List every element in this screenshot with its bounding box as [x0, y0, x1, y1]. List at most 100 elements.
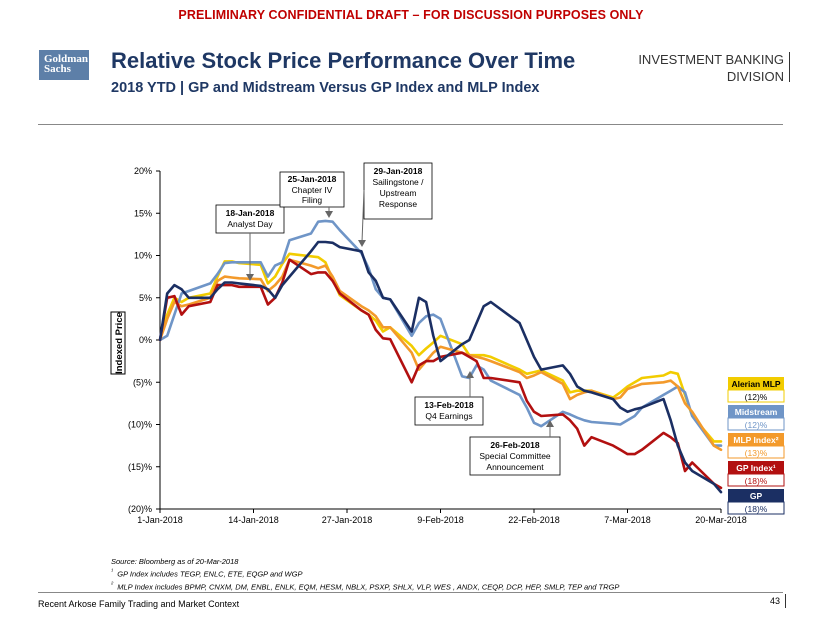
- series-line-gp: [158, 240, 723, 494]
- y-axis-title-group: Indexed Price: [110, 311, 126, 375]
- annotation-text: Announcement: [486, 462, 544, 472]
- division-divider: [789, 52, 790, 82]
- legend-alerian-swatch: [728, 377, 784, 390]
- annotation-text: Upstream: [380, 188, 417, 198]
- annotation-text: Chapter IV: [292, 185, 333, 195]
- draft-banner: PRELIMINARY CONFIDENTIAL DRAFT – FOR DIS…: [178, 8, 644, 22]
- y-axis-title-box: [110, 311, 126, 375]
- x-tick-label: 7-Mar-2018: [604, 515, 651, 525]
- division-line-1: INVESTMENT BANKING: [638, 52, 784, 67]
- legend-gpindex-value-box: [727, 473, 785, 487]
- legend-gp-value-box: [727, 501, 785, 515]
- legend-mlp-index: MLP Index² (13)%: [727, 433, 785, 459]
- legend-gpindex-value: (18)%: [745, 476, 768, 486]
- y-tick-label: 20%: [134, 166, 152, 176]
- legend-midstream: Midstream (12)%: [727, 405, 785, 431]
- legend-gp-index: GP Index¹ (18)%: [727, 461, 785, 487]
- legend-midstream-label: Midstream: [735, 407, 778, 417]
- legend-mlp-swatch: [728, 433, 784, 446]
- legend-mlp-value: (13)%: [745, 448, 768, 458]
- legend-mlp-label: MLP Index²: [733, 435, 778, 445]
- header-rule: [38, 124, 783, 125]
- footnote-1-text: GP Index includes TEGP, ENLC, ETE, EQGP …: [117, 569, 303, 579]
- annotation-arrowhead: [358, 240, 366, 247]
- footnote-1: ¹ GP Index includes TEGP, ENLC, ETE, EQG…: [111, 567, 619, 580]
- page-subtitle: 2018 YTD | GP and Midstream Versus GP In…: [111, 80, 540, 96]
- logo-line-2: Sachs: [44, 63, 71, 75]
- annotation-date: 29-Jan-2018: [374, 166, 423, 176]
- logo-line-1: Goldman: [44, 53, 89, 65]
- line-chart: 20% 15% 10% 5% 0% (5)% (10)% (15)% (20)%1-Jan-20…: [110, 162, 785, 525]
- footer-rule: [38, 592, 783, 593]
- annotation-special-committee: 26-Feb-2018 Special Committee Announceme…: [469, 420, 561, 476]
- division-label: INVESTMENT BANKING DIVISION: [638, 51, 784, 85]
- annotation-arrowhead: [466, 371, 474, 378]
- legend-gpindex-label: GP Index¹: [736, 463, 776, 473]
- source-note: Source: Bloomberg as of 20-Mar-2018: [111, 557, 239, 566]
- x-tick-label: 14-Jan-2018: [228, 515, 279, 525]
- annotation-box: [469, 436, 561, 476]
- footnote-2: ² MLP Index includes BPMP, CNXM, DM, ENB…: [111, 580, 619, 593]
- chart-axes: 20% 15% 10% 5% 0% (5)% (10)% (15)% (20)%1-Jan-20…: [128, 166, 747, 525]
- annotation-q4-earnings: 13-Feb-2018 Q4 Earnings: [414, 371, 484, 426]
- y-tick-label: (5)%: [133, 377, 152, 387]
- legend-gp-label: GP: [750, 491, 763, 501]
- annotation-date: 26-Feb-2018: [490, 440, 539, 450]
- y-tick-label: (10)%: [128, 420, 152, 430]
- legend-alerian-label: Alerian MLP: [731, 379, 780, 389]
- annotation-box: [414, 396, 484, 426]
- x-tick-label: 22-Feb-2018: [508, 515, 560, 525]
- footnotes: Source: Bloomberg as of 20-Mar-2018 ¹ GP…: [111, 557, 619, 592]
- annotation-chapter-iv: 25-Jan-2018 Chapter IV Filing: [279, 171, 345, 218]
- legend-gp: GP (18)%: [727, 489, 785, 515]
- legend-gp-swatch: [728, 489, 784, 502]
- legend-gpindex-swatch: [728, 461, 784, 474]
- legend-midstream-value: (12)%: [745, 420, 768, 430]
- x-tick-label: 1-Jan-2018: [137, 515, 183, 525]
- y-tick-label: (15)%: [128, 462, 152, 472]
- y-tick-label: 15%: [134, 208, 152, 218]
- page-number: 43: [769, 596, 780, 606]
- annotation-box: [279, 171, 345, 208]
- chart-series: [158, 219, 723, 494]
- annotation-arrowhead: [546, 420, 554, 427]
- annotation-box: [215, 204, 285, 234]
- annotation-text: Response: [379, 199, 418, 209]
- y-tick-label: 5%: [139, 293, 152, 303]
- annotation-date: 25-Jan-2018: [288, 174, 337, 184]
- annotation-text: Analyst Day: [227, 219, 273, 229]
- y-tick-label: 0%: [139, 335, 152, 345]
- footer-title: Recent Arkose Family Trading and Market …: [38, 599, 240, 609]
- legend-mlp-value-box: [727, 445, 785, 459]
- series-line-mlp-index: [158, 258, 723, 452]
- goldman-sachs-logo: Goldman Sachs: [39, 50, 89, 80]
- footnote-1-marker: ¹: [111, 568, 114, 575]
- series-line-gp-index: [158, 258, 723, 490]
- division-line-2: DIVISION: [726, 69, 784, 84]
- footnote-2-marker: ²: [111, 580, 114, 588]
- annotation-text: Q4 Earnings: [425, 411, 472, 421]
- annotation-text: Special Committee: [479, 451, 551, 461]
- legend-midstream-value-box: [727, 417, 785, 431]
- annotation-text: Sailingstone /: [372, 177, 424, 187]
- legend-gp-value: (18)%: [745, 504, 768, 514]
- y-axis-title: Indexed Price: [114, 312, 125, 374]
- annotation-box: [363, 162, 433, 220]
- annotation-arrowhead: [325, 211, 333, 218]
- page-number-divider: [785, 594, 786, 608]
- x-tick-label: 27-Jan-2018: [322, 515, 373, 525]
- legend-midstream-swatch: [728, 405, 784, 418]
- x-tick-label: 20-Mar-2018: [695, 515, 747, 525]
- annotation-analyst-day: 18-Jan-2018 Analyst Day: [215, 204, 285, 281]
- y-tick-label: 10%: [134, 251, 152, 261]
- annotation-date: 13-Feb-2018: [424, 400, 473, 410]
- annotation-pointer: [361, 189, 365, 243]
- page-title: Relative Stock Price Performance Over Ti…: [111, 48, 576, 73]
- x-tick-label: 9-Feb-2018: [417, 515, 464, 525]
- annotation-sailingstone: 29-Jan-2018 Sailingstone / Upstream Resp…: [358, 162, 433, 247]
- footnote-2-text: MLP Index includes BPMP, CNXM, DM, ENBL,…: [117, 582, 620, 591]
- legend-alerian-mlp: Alerian MLP (12)%: [727, 377, 785, 403]
- annotation-text: Filing: [302, 195, 323, 205]
- annotation-date: 18-Jan-2018: [226, 208, 275, 218]
- legend-alerian-value-box: [727, 389, 785, 403]
